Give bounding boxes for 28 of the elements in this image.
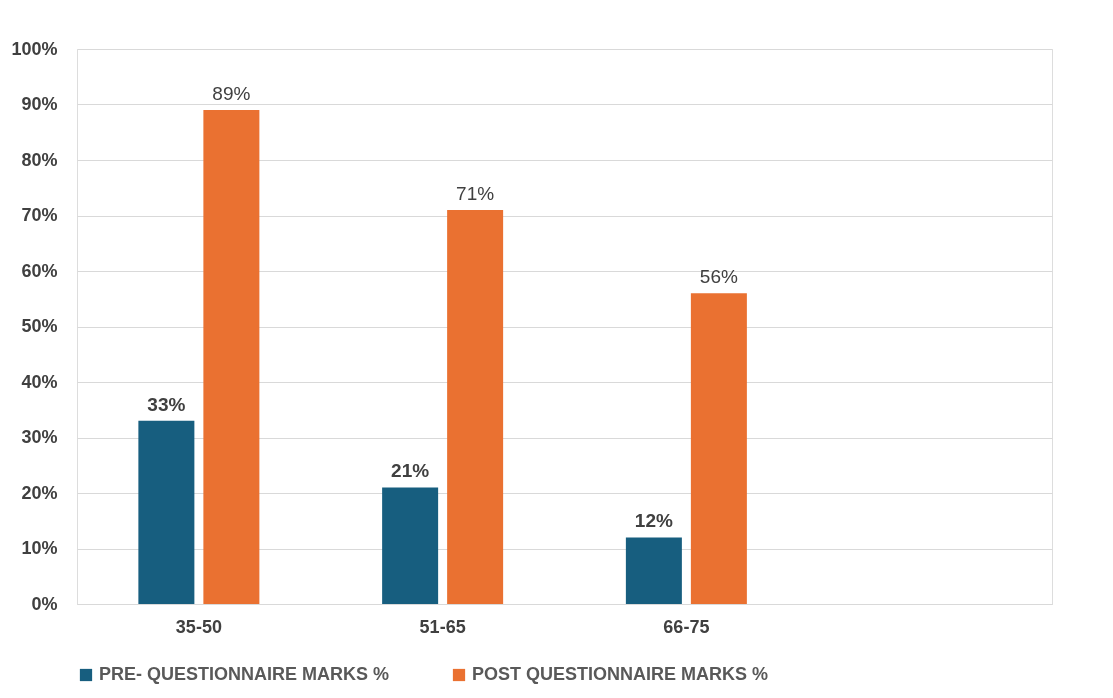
y-tick-label: 70%: [21, 205, 58, 225]
y-tick-label: 40%: [21, 371, 58, 392]
data-label: 56%: [699, 266, 738, 288]
legend-label: PRE- QUESTIONNAIRE MARKS %: [99, 664, 390, 684]
data-label: 33%: [147, 393, 186, 415]
legend-label: POST QUESTIONNAIRE MARKS %: [472, 664, 769, 684]
y-tick-label: 20%: [21, 482, 58, 503]
y-tick-label: 60%: [21, 260, 58, 281]
y-tick-label: 10%: [21, 538, 58, 558]
bar: [690, 293, 747, 604]
x-tick-label: 66-75: [663, 616, 710, 637]
y-tick-label: 30%: [21, 427, 58, 447]
bar: [138, 420, 195, 604]
y-tick-label: 50%: [21, 316, 58, 336]
bar: [203, 110, 260, 604]
data-label: 71%: [456, 182, 495, 204]
x-tick-label: 51-65: [419, 616, 466, 637]
data-label: 21%: [391, 460, 430, 482]
y-tick-label: 100%: [11, 38, 58, 59]
x-tick-label: 35-50: [175, 616, 222, 637]
bar: [382, 487, 439, 604]
data-label: 89%: [212, 83, 251, 105]
y-tick-label: 0%: [31, 593, 58, 614]
bar: [447, 209, 504, 604]
bar: [625, 537, 682, 604]
y-tick-label: 80%: [21, 149, 58, 170]
y-tick-label: 90%: [21, 94, 58, 114]
data-label: 12%: [634, 510, 673, 532]
